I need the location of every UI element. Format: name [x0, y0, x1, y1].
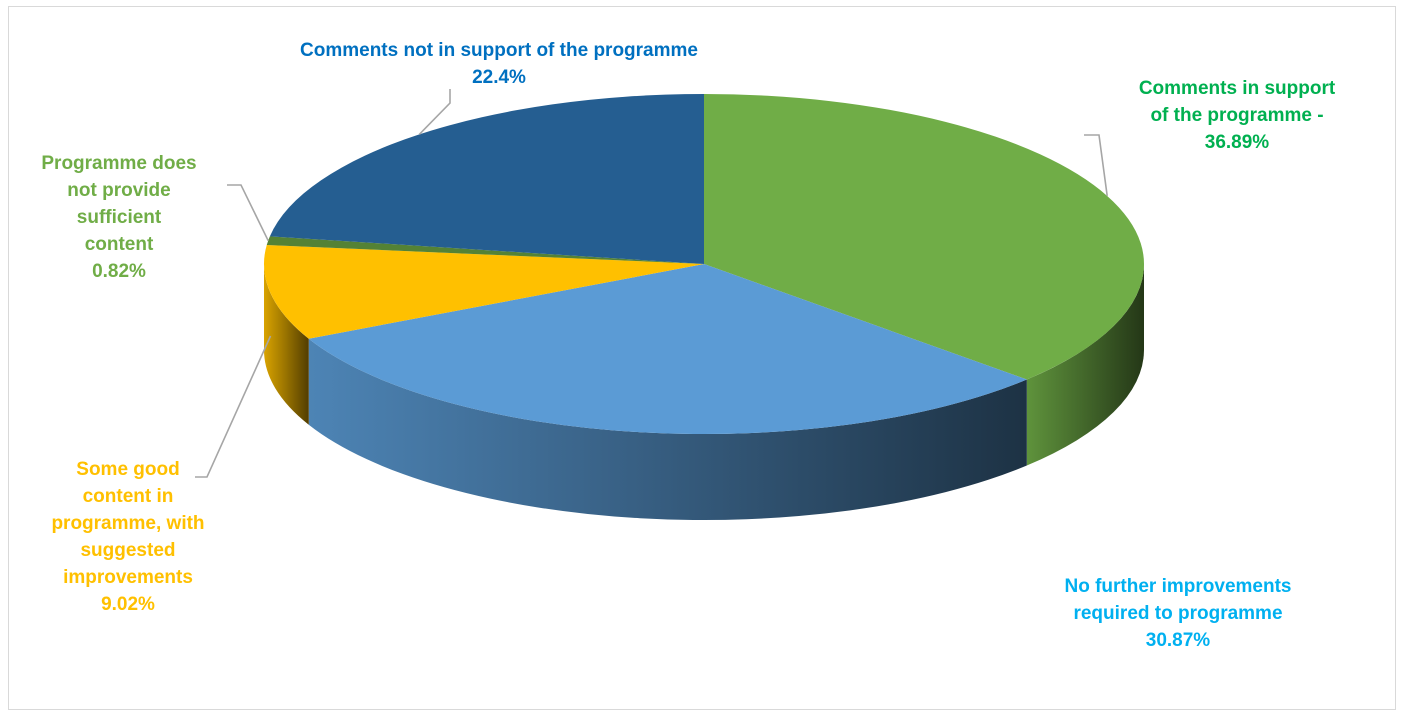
pie-slice-somegood	[264, 245, 704, 339]
label-no-further-improvements: No further improvements required to prog…	[1064, 576, 1292, 651]
pie-slice-notsupport	[269, 94, 704, 264]
leader-line-notsupport	[418, 89, 451, 135]
label-comments-not-in-support: Comments not in support of the programme…	[300, 40, 698, 88]
leader-line-support	[1084, 134, 1108, 197]
label-comments-in-support: Comments in support of the programme - 3…	[1138, 78, 1336, 153]
pie-slice-support	[704, 94, 1144, 380]
leader-line-somegood	[195, 335, 272, 478]
pie-side-support	[1026, 264, 1144, 466]
leader-line-insufficient	[227, 184, 269, 242]
pie-slice-nofurther	[308, 264, 1027, 434]
label-some-good-content: Some good content in programme, with sug…	[51, 459, 205, 615]
pie-slice-insufficient	[266, 236, 704, 264]
label-programme-insufficient: Programme does not provide sufficient co…	[41, 153, 197, 282]
pie-side-somegood	[264, 264, 309, 425]
pie-side-nofurther	[308, 338, 1027, 520]
pie-chart	[195, 89, 1144, 520]
chart-frame: Comments in support of the programme - 3…	[8, 6, 1396, 710]
